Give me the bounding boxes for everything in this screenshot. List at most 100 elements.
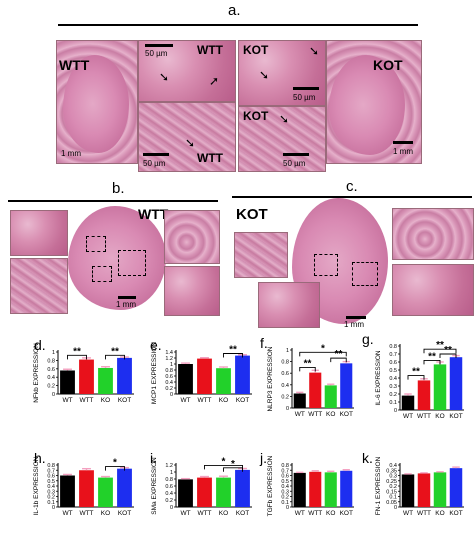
y-tick-label: 0.7 bbox=[47, 468, 55, 474]
y-axis-label: FN-1 EXPRESSION bbox=[375, 456, 382, 515]
y-tick-label: 1.2 bbox=[165, 356, 173, 362]
x-tick-label: WT bbox=[62, 510, 72, 517]
bar bbox=[235, 469, 250, 507]
y-tick-label: 0.1 bbox=[47, 500, 55, 506]
bar bbox=[433, 472, 447, 507]
y-tick-label: 1.4 bbox=[165, 350, 173, 356]
panel-b-roi-box bbox=[118, 250, 146, 276]
bar bbox=[293, 472, 306, 507]
y-tick-label: 0.6 bbox=[165, 374, 173, 380]
x-tick-label: KOT bbox=[340, 510, 353, 517]
x-tick-label: KOT bbox=[236, 397, 249, 404]
significance-label: ** bbox=[428, 351, 436, 362]
panel-b-tile-label: WTT bbox=[138, 206, 169, 222]
bar bbox=[417, 473, 431, 507]
y-tick-label: 0.15 bbox=[386, 489, 397, 495]
x-tick-label: KOT bbox=[118, 510, 131, 517]
significance-bracket bbox=[223, 353, 243, 358]
significance-label: ** bbox=[73, 346, 81, 357]
panel-letter: g. bbox=[362, 331, 374, 347]
significance-bracket bbox=[330, 357, 347, 363]
y-tick-label: 0.6 bbox=[47, 474, 55, 480]
panel-letter: k. bbox=[362, 450, 373, 466]
significance-bracket bbox=[105, 466, 125, 471]
y-tick-label: 0.2 bbox=[281, 495, 289, 501]
bar bbox=[60, 370, 75, 394]
y-tick-label: 0 bbox=[170, 392, 173, 398]
y-tick-label: 0.3 bbox=[281, 489, 289, 495]
panel-b-kidney-image bbox=[68, 206, 166, 310]
panel-a-kot-micro-bottom: KOT 50 µm ➘ bbox=[238, 106, 326, 172]
x-tick-label: KO bbox=[101, 397, 110, 404]
y-tick-label: 0.5 bbox=[389, 368, 397, 374]
y-tick-label: 1 bbox=[170, 362, 173, 368]
y-tick-label: 0.6 bbox=[281, 474, 289, 480]
scale-bar bbox=[145, 44, 173, 47]
significance-label: ** bbox=[229, 345, 237, 356]
y-tick-label: 0 bbox=[286, 505, 289, 511]
panel-b-inset-right-top bbox=[164, 210, 220, 264]
significance-bracket bbox=[299, 366, 316, 372]
bar bbox=[178, 364, 193, 394]
y-tick-label: 0.3 bbox=[389, 384, 397, 390]
significance-label: * bbox=[113, 458, 117, 469]
significance-label: ** bbox=[436, 340, 444, 351]
x-tick-label: WT bbox=[403, 413, 413, 420]
y-tick-label: 0.6 bbox=[281, 371, 289, 377]
panel-c-inset-left-bottom bbox=[258, 282, 320, 328]
bar bbox=[293, 393, 306, 408]
y-tick-label: 0.4 bbox=[281, 484, 289, 490]
bar bbox=[449, 468, 463, 507]
panel-c-inset-right-bottom bbox=[392, 264, 474, 316]
y-tick-label: 0.35 bbox=[386, 468, 397, 474]
scale-label: 50 µm bbox=[293, 93, 316, 102]
y-tick-label: 0.2 bbox=[165, 498, 173, 504]
bar bbox=[235, 355, 250, 394]
panel-b-rule bbox=[8, 200, 218, 202]
x-tick-label: KO bbox=[326, 411, 335, 418]
y-tick-label: 0.2 bbox=[281, 394, 289, 400]
y-tick-label: 0.3 bbox=[389, 474, 397, 480]
bar bbox=[178, 479, 193, 507]
bar bbox=[60, 475, 75, 507]
y-tick-label: 0.7 bbox=[281, 468, 289, 474]
y-axis-label: IL-1b EXPRESSION bbox=[33, 456, 40, 515]
x-tick-label: WTT bbox=[308, 411, 322, 418]
y-tick-label: 0.4 bbox=[165, 380, 173, 386]
significance-bracket bbox=[407, 375, 425, 380]
y-tick-label: 0.1 bbox=[389, 495, 397, 501]
significance-bracket bbox=[204, 464, 243, 470]
y-tick-label: 1 bbox=[52, 350, 55, 356]
y-tick-label: 0.1 bbox=[281, 500, 289, 506]
arrow-icon: ➘ bbox=[259, 68, 270, 82]
bar bbox=[433, 364, 447, 410]
bar bbox=[340, 363, 353, 408]
panel-b-roi-box bbox=[86, 236, 106, 252]
scale-bar bbox=[118, 296, 136, 299]
panel-c-roi-box bbox=[314, 254, 338, 276]
y-tick-label: 0 bbox=[52, 392, 55, 398]
scale-label: 1 mm bbox=[61, 149, 81, 158]
panel-c-inset-right-top bbox=[392, 208, 474, 260]
panel-a-label: a. bbox=[228, 2, 241, 19]
panel-b-inset-top bbox=[10, 210, 68, 256]
y-tick-label: 0.2 bbox=[47, 495, 55, 501]
y-tick-label: 0.8 bbox=[389, 344, 397, 350]
y-tick-label: 0.4 bbox=[389, 376, 397, 382]
panel-letter: e. bbox=[150, 337, 162, 353]
bar bbox=[117, 357, 132, 394]
y-tick-label: 0.8 bbox=[165, 477, 173, 483]
y-tick-label: 0 bbox=[394, 408, 397, 414]
scale-bar bbox=[393, 141, 413, 144]
y-tick-label: 0.5 bbox=[281, 479, 289, 485]
y-tick-label: 0.4 bbox=[281, 383, 289, 389]
scale-label: 1 mm bbox=[393, 147, 413, 156]
scale-bar bbox=[143, 153, 169, 156]
significance-label: ** bbox=[335, 349, 343, 360]
bar bbox=[197, 358, 212, 394]
y-tick-label: 1.2 bbox=[165, 463, 173, 469]
scale-bar bbox=[293, 87, 319, 90]
x-tick-label: WT bbox=[403, 510, 413, 517]
significance-bracket bbox=[439, 353, 457, 358]
panel-a-wtt-kidney-image: WTT 1 mm bbox=[56, 40, 138, 164]
